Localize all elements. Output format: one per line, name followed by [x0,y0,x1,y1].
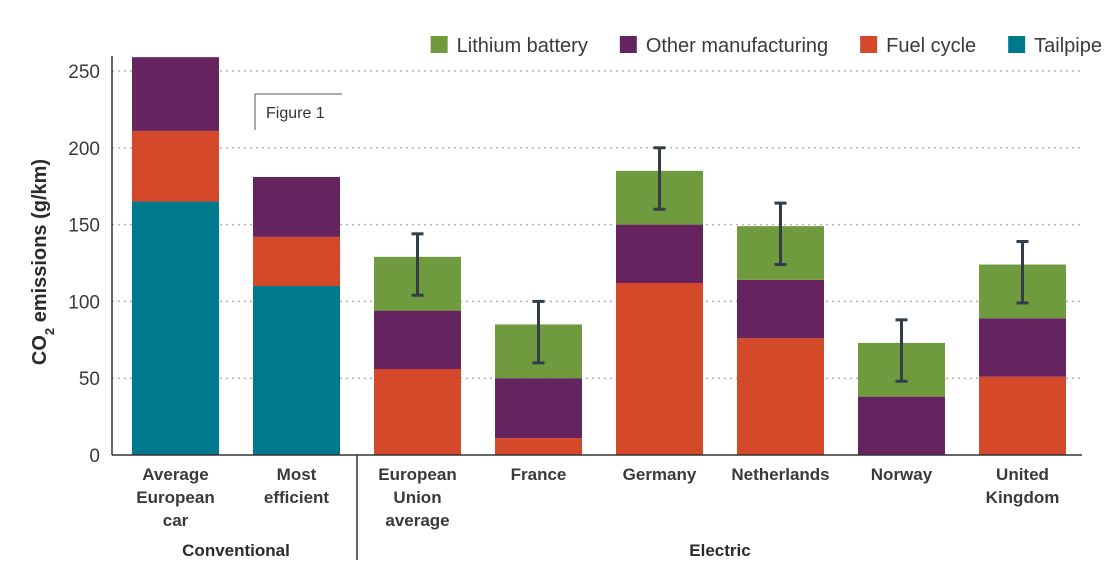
bar-segment-other-manufacturing [979,318,1066,377]
y-tick-labels: 0 50 100 150 200 250 [68,62,100,467]
legend-label: Other manufacturing [646,35,828,57]
category-labels: Average European car Most efficient European U… [136,465,1059,530]
y-tick-label: 0 [89,446,100,467]
category-label: European Union average [378,465,456,530]
axes [111,56,1082,560]
figure-label-box: Figure 1 [254,93,342,130]
legend: Lithium battery Other manufacturing Fuel c… [430,35,1102,57]
legend-item: Lithium battery [430,35,588,57]
bars [132,57,1066,455]
error-bar [653,146,666,211]
category-label: Germany [623,465,697,484]
legend-item: Tailpipe [1008,35,1102,57]
bar-segment-fuel-cycle [979,376,1066,455]
y-tick-label: 150 [68,216,100,237]
bar-segment-other-manufacturing [374,310,461,369]
bar-segment-other-manufacturing [495,378,582,439]
legend-label: Lithium battery [457,35,588,57]
y-tick-label: 250 [68,62,100,83]
error-bar [1016,239,1029,305]
legend-swatch [619,36,637,53]
y-tick-label: 200 [68,139,100,160]
category-label: Norway [871,465,933,484]
bar-segment-other-manufacturing [132,57,219,131]
bar-segment-fuel-cycle [253,236,340,287]
error-bar [774,201,787,267]
category-label: Netherlands [731,465,829,484]
bar-segment-fuel-cycle [132,130,219,202]
y-axis-label: CO2 emissions (g/km) [29,159,57,365]
y-tick-label: 100 [68,292,100,313]
bar-segment-tailpipe [132,201,219,455]
bar-segment-other-manufacturing [253,176,340,237]
legend-swatch [860,36,878,53]
legend-label: Fuel cycle [886,35,976,57]
bar-segment-fuel-cycle [374,368,461,455]
category-label: France [511,465,567,484]
group-label: Electric [689,541,750,560]
figure-label: Figure 1 [266,105,325,122]
error-bar [895,318,908,383]
legend-swatch [1008,36,1026,53]
error-bars [411,146,1029,383]
legend-item: Fuel cycle [860,35,976,57]
legend-item: Other manufacturing [619,35,828,57]
bar-segment-other-manufacturing [737,279,824,339]
bar-segment-other-manufacturing [858,396,945,455]
group-labels: Conventional Electric [182,541,751,560]
error-bar [532,299,545,365]
legend-swatch [430,36,448,53]
legend-label: Tailpipe [1034,35,1102,57]
bar-segment-tailpipe [253,286,340,455]
bar-segment-fuel-cycle [737,338,824,455]
category-label: Average European car [136,465,214,530]
bar-segment-fuel-cycle [495,438,582,455]
bar-segment-other-manufacturing [616,224,703,283]
category-label: Most efficient [264,465,330,507]
group-label: Conventional [182,541,290,560]
y-tick-label: 50 [79,369,100,390]
bar-segment-fuel-cycle [616,282,703,455]
category-label: United Kingdom [986,465,1060,507]
error-bar [411,232,424,297]
